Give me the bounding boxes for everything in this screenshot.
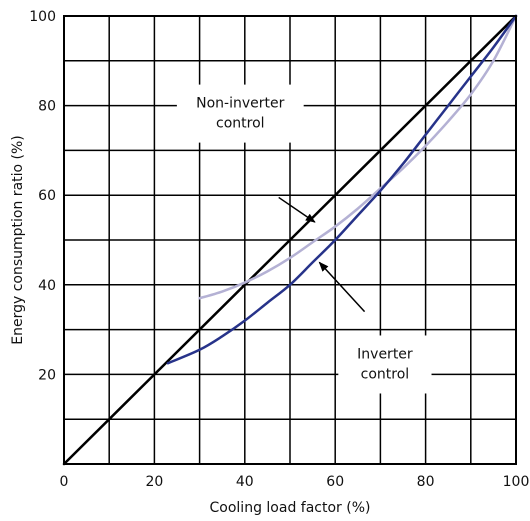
y-tick-label: 20 [38,367,56,383]
x-tick-label: 100 [503,474,530,490]
plot-frame [63,15,517,465]
tick-labels: 0 20 40 60 80 100 20 40 60 80 100 [29,9,529,490]
y-tick-label: 40 [38,278,56,294]
y-tick-label: 60 [38,188,56,204]
non-inverter-label-line: Non-inverter [196,96,284,112]
x-tick-label: 80 [417,474,435,490]
reference-line [62,14,518,466]
x-tick-label: 20 [145,474,163,490]
y-axis-label: Energy consumption ratio (%) [10,135,26,345]
x-tick-label: 60 [326,474,344,490]
x-axis-label: Cooling load factor (%) [210,500,371,516]
inverter-label-line: control [361,366,410,382]
annotations: Non-inverter control Inverter control [176,84,432,394]
series-layer [62,14,518,466]
y-tick-label: 100 [29,9,56,25]
y-tick-label: 80 [38,99,56,115]
inverter-label-line: Inverter [357,346,413,362]
x-tick-label: 0 [60,474,69,490]
non-inverter-arrow [278,196,316,223]
x-tick-label: 40 [236,474,254,490]
non-inverter-label-line: control [216,116,265,132]
inverter-arrow [318,261,366,313]
inverter-label-background [338,335,432,394]
inverter-curve [166,14,518,365]
non-inverter-label-background [176,84,304,143]
non-inverter-curve [198,14,518,300]
